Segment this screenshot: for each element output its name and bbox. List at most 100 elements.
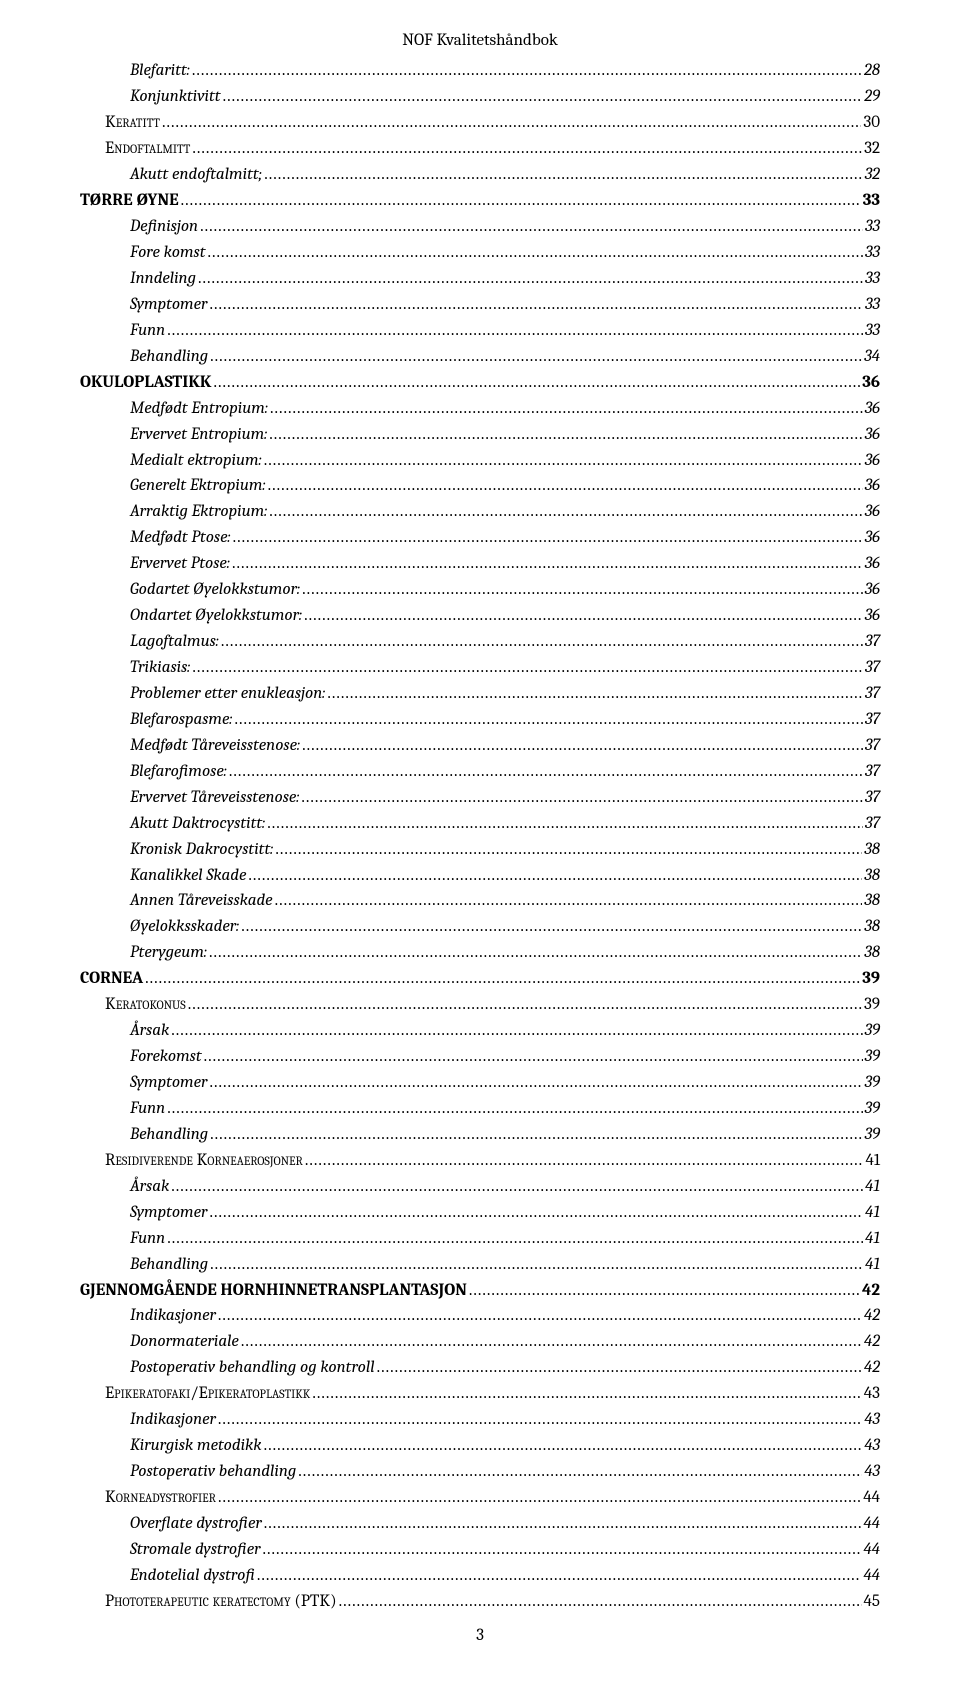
toc-page: 38 bbox=[864, 916, 880, 939]
toc-leader bbox=[305, 1150, 864, 1173]
toc-leader bbox=[200, 216, 863, 239]
toc-entry[interactable]: Overflate dystrofier44 bbox=[80, 1511, 880, 1537]
toc-entry[interactable]: Endoftalmitt32 bbox=[80, 137, 880, 163]
toc-entry[interactable]: OKULOPLASTIKK36 bbox=[80, 370, 880, 396]
toc-entry[interactable]: Blefaritt:28 bbox=[80, 59, 880, 85]
toc-leader bbox=[275, 890, 863, 913]
toc-label: Arraktig Ektropium: bbox=[130, 501, 267, 524]
toc-leader bbox=[209, 294, 863, 317]
toc-entry[interactable]: Endotelial dystrofi44 bbox=[80, 1563, 880, 1589]
toc-label: Behandling bbox=[130, 1254, 208, 1277]
toc-entry[interactable]: Medfødt Tåreveisstenose:37 bbox=[80, 733, 880, 759]
toc-entry[interactable]: Korneadystrofier44 bbox=[80, 1486, 880, 1512]
toc-leader bbox=[204, 1046, 863, 1069]
toc-entry[interactable]: Årsak39 bbox=[80, 1019, 880, 1045]
toc-entry[interactable]: Keratokonus39 bbox=[80, 993, 880, 1019]
toc-entry[interactable]: Funn41 bbox=[80, 1226, 880, 1252]
toc-leader bbox=[181, 190, 861, 213]
toc-page: 41 bbox=[865, 1150, 880, 1173]
toc-leader bbox=[302, 579, 863, 602]
toc-entry[interactable]: Symptomer33 bbox=[80, 292, 880, 318]
toc-page: 37 bbox=[865, 683, 880, 706]
toc-entry[interactable]: Lagoftalmus:37 bbox=[80, 630, 880, 656]
toc-entry[interactable]: Blefarospasme:37 bbox=[80, 707, 880, 733]
toc-entry[interactable]: Annen Tåreveisskade38 bbox=[80, 889, 880, 915]
toc-entry[interactable]: Keratitt30 bbox=[80, 111, 880, 137]
toc-leader bbox=[264, 1513, 862, 1536]
toc-entry[interactable]: Arraktig Ektropium:36 bbox=[80, 500, 880, 526]
toc-entry[interactable]: TØRRE ØYNE33 bbox=[80, 189, 880, 215]
toc-entry[interactable]: Ervervet Tåreveisstenose: 37 bbox=[80, 785, 880, 811]
toc-entry[interactable]: CORNEA39 bbox=[80, 967, 880, 993]
toc-entry[interactable]: Definisjon33 bbox=[80, 215, 880, 241]
toc-entry[interactable]: Problemer etter enukleasjon:37 bbox=[80, 681, 880, 707]
toc-label: Ervervet Entropium: bbox=[130, 424, 267, 447]
toc-page: 37 bbox=[865, 631, 880, 654]
toc-label: Kirurgisk metodikk bbox=[130, 1435, 262, 1458]
toc-entry[interactable]: Indikasjoner43 bbox=[80, 1408, 880, 1434]
toc-entry[interactable]: Ervervet Entropium:36 bbox=[80, 422, 880, 448]
toc-label: GJENNOMGÅENDE HORNHINNETRANSPLANTASJON bbox=[80, 1280, 467, 1303]
toc-entry[interactable]: Ervervet Ptose:36 bbox=[80, 552, 880, 578]
toc-label: Medfødt Entropium: bbox=[130, 398, 268, 421]
toc-entry[interactable]: Øyelokksskader:38 bbox=[80, 915, 880, 941]
toc-entry[interactable]: Trikiasis:37 bbox=[80, 656, 880, 682]
toc-entry[interactable]: Postoperativ behandling og kontroll42 bbox=[80, 1356, 880, 1382]
toc-entry[interactable]: Phototerapeutic keratectomy (PTK)45 bbox=[80, 1589, 880, 1615]
toc-entry[interactable]: Symptomer41 bbox=[80, 1200, 880, 1226]
toc-entry[interactable]: GJENNOMGÅENDE HORNHINNETRANSPLANTASJON42 bbox=[80, 1278, 880, 1304]
toc-page: 37 bbox=[865, 735, 880, 758]
toc-entry[interactable]: Behandling34 bbox=[80, 344, 880, 370]
toc-entry[interactable]: Inndeling33 bbox=[80, 266, 880, 292]
toc-page: 43 bbox=[864, 1383, 880, 1406]
toc-leader bbox=[162, 112, 861, 135]
toc-entry[interactable]: Kirurgisk metodikk43 bbox=[80, 1434, 880, 1460]
toc-leader bbox=[233, 527, 863, 550]
toc-entry[interactable]: Konjunktivitt29 bbox=[80, 85, 880, 111]
toc-label: Trikiasis: bbox=[130, 657, 190, 680]
toc-entry[interactable]: Indikasjoner42 bbox=[80, 1304, 880, 1330]
toc-label: Ervervet Ptose: bbox=[130, 553, 230, 576]
toc-entry[interactable]: Akutt Daktrocystitt:37 bbox=[80, 811, 880, 837]
toc-label: Godartet Øyelokkstumor: bbox=[130, 579, 300, 602]
toc-entry[interactable]: Godartet Øyelokkstumor:36 bbox=[80, 578, 880, 604]
toc-page: 41 bbox=[865, 1176, 880, 1199]
toc-entry[interactable]: Funn33 bbox=[80, 318, 880, 344]
toc-entry[interactable]: Medfødt Ptose:36 bbox=[80, 526, 880, 552]
toc-entry[interactable]: Donormateriale42 bbox=[80, 1330, 880, 1356]
toc-page: 33 bbox=[865, 268, 880, 291]
toc-page: 37 bbox=[865, 761, 880, 784]
toc-entry[interactable]: Ondartet Øyelokkstumor:36 bbox=[80, 604, 880, 630]
toc-label: Kanalikkel Skade bbox=[130, 865, 246, 888]
toc-entry[interactable]: Behandling41 bbox=[80, 1252, 880, 1278]
toc-leader bbox=[275, 839, 862, 862]
toc-entry[interactable]: Fore komst33 bbox=[80, 241, 880, 267]
toc-page: 44 bbox=[863, 1565, 880, 1588]
toc-entry[interactable]: Medialt ektropium:36 bbox=[80, 448, 880, 474]
toc-page: 39 bbox=[864, 994, 880, 1017]
toc-entry[interactable]: Årsak 41 bbox=[80, 1174, 880, 1200]
toc-page: 36 bbox=[865, 398, 880, 421]
toc-leader bbox=[209, 1202, 863, 1225]
toc-entry[interactable]: Blefarofimose:37 bbox=[80, 759, 880, 785]
toc-entry[interactable]: Postoperativ behandling43 bbox=[80, 1460, 880, 1486]
toc-page: 37 bbox=[865, 709, 880, 732]
toc-entry[interactable]: Residiverende Korneaerosjoner41 bbox=[80, 1148, 880, 1174]
toc-entry[interactable]: Kanalikkel Skade38 bbox=[80, 863, 880, 889]
toc-entry[interactable]: Symptomer39 bbox=[80, 1071, 880, 1097]
toc-entry[interactable]: Akutt endoftalmitt;32 bbox=[80, 163, 880, 189]
toc-entry[interactable]: Pterygeum:38 bbox=[80, 941, 880, 967]
toc-leader bbox=[188, 994, 862, 1017]
toc-entry[interactable]: Kronisk Dakrocystitt:38 bbox=[80, 837, 880, 863]
toc-entry[interactable]: Behandling39 bbox=[80, 1122, 880, 1148]
toc-entry[interactable]: Medfødt Entropium: 36 bbox=[80, 396, 880, 422]
table-of-contents: Blefaritt:28Konjunktivitt29Keratitt30End… bbox=[80, 59, 880, 1615]
toc-label: Årsak bbox=[130, 1176, 169, 1199]
toc-entry[interactable]: Funn39 bbox=[80, 1096, 880, 1122]
toc-entry[interactable]: Forekomst39 bbox=[80, 1045, 880, 1071]
toc-label: Korneadystrofier bbox=[105, 1487, 216, 1510]
toc-entry[interactable]: Stromale dystrofier44 bbox=[80, 1537, 880, 1563]
toc-leader bbox=[209, 942, 862, 965]
toc-entry[interactable]: Generelt Ektropium:36 bbox=[80, 474, 880, 500]
toc-entry[interactable]: Epikeratofaki/Epikeratoplastikk43 bbox=[80, 1382, 880, 1408]
